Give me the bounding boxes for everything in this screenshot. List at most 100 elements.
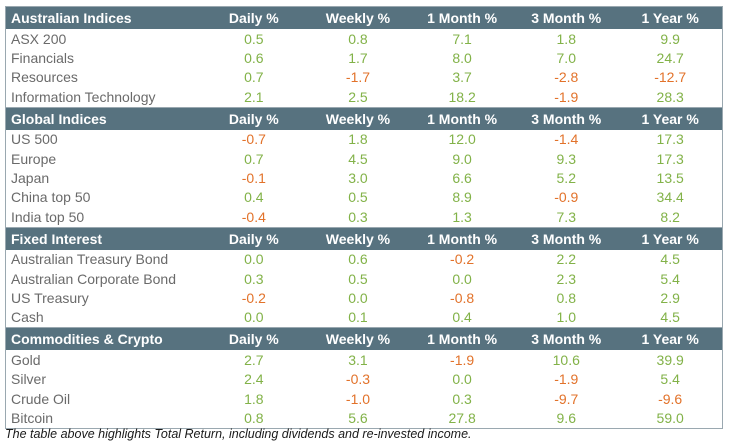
column-header-1-month: 1 Month % <box>410 6 515 29</box>
column-header-1-year: 1 Year % <box>618 226 723 250</box>
row-label: Information Technology <box>11 88 156 105</box>
section-header-global-indices: Global Indices Daily % Weekly % 1 Month % 3 … <box>5 106 723 130</box>
table-row: Cash 0.0 0.1 0.4 1.0 4.5 <box>6 308 723 328</box>
table-row: Europe 0.7 4.5 9.0 9.3 17.3 <box>6 149 723 168</box>
value-cell: 7.1 <box>452 30 472 47</box>
value-cell: -9.7 <box>554 390 579 407</box>
row-label: Australian Corporate Bond <box>11 270 176 287</box>
value-cell: 0.0 <box>452 270 472 287</box>
row-label: Resources <box>11 69 78 86</box>
column-header-1-year: 1 Year % <box>618 6 723 29</box>
column-header-3-month: 3 Month % <box>514 327 619 351</box>
row-label: Gold <box>11 351 41 368</box>
table-row: Financials 0.6 1.7 8.0 7.0 24.7 <box>6 48 723 67</box>
table-row: Crude Oil 1.8 -1.0 0.3 -9.7 -9.6 <box>6 389 723 408</box>
value-cell: 1.0 <box>556 309 576 326</box>
column-header-1-year: 1 Year % <box>618 327 723 351</box>
value-cell: 8.2 <box>660 208 680 225</box>
row-label: Cash <box>11 309 44 326</box>
row-label: Europe <box>11 150 57 167</box>
value-cell: 2.7 <box>244 351 264 368</box>
value-cell: 7.0 <box>556 50 576 67</box>
value-cell: 0.4 <box>452 309 472 326</box>
column-header-3-month: 3 Month % <box>514 226 619 250</box>
row-label: Silver <box>11 371 47 388</box>
value-cell: 9.9 <box>660 30 680 47</box>
value-cell: 8.9 <box>452 189 472 206</box>
value-cell: -1.9 <box>450 351 475 368</box>
value-cell: 9.3 <box>556 150 576 167</box>
value-cell: -1.7 <box>345 69 371 86</box>
value-cell: 18.2 <box>448 88 476 105</box>
row-label: Japan <box>11 170 50 187</box>
value-cell: 1.3 <box>452 208 472 225</box>
value-cell: 4.5 <box>348 150 368 167</box>
column-header-weekly: Weekly % <box>305 327 411 351</box>
table-row: ASX 200 0.5 0.8 7.1 1.8 9.9 <box>6 29 723 48</box>
value-cell: 0.4 <box>244 189 264 206</box>
table-row: Australian Treasury Bond 0.0 0.6 -0.2 2.2 4.5 <box>6 250 723 269</box>
value-cell: 2.1 <box>244 88 264 105</box>
value-cell: 1.8 <box>244 390 264 407</box>
section-header-commodities-crypto: Commodities & Crypto Daily % Weekly % 1 Mon… <box>5 327 723 351</box>
value-cell: 4.5 <box>660 251 680 268</box>
value-cell: 27.8 <box>448 409 476 426</box>
value-cell: 0.5 <box>244 30 264 47</box>
column-header-weekly: Weekly % <box>305 106 411 130</box>
row-label: ASX 200 <box>11 30 67 47</box>
value-cell: 2.9 <box>660 289 680 306</box>
value-cell: 13.5 <box>656 170 684 187</box>
table-row: US 500 -0.7 1.8 12.0 -1.4 17.3 <box>6 130 723 149</box>
returns-table: Australian Indices Daily % Weekly % 1 Month… <box>5 6 723 429</box>
value-cell: 3.0 <box>348 170 368 187</box>
value-cell: 34.4 <box>656 189 684 206</box>
value-cell: 39.9 <box>656 351 684 368</box>
column-header-daily: Daily % <box>201 6 306 29</box>
value-cell: 1.8 <box>348 131 368 148</box>
value-cell: -0.2 <box>450 251 475 268</box>
column-header-1-month: 1 Month % <box>410 327 515 351</box>
row-label: Crude Oil <box>11 390 71 407</box>
value-cell: 6.6 <box>452 170 472 187</box>
value-cell: 0.0 <box>244 309 264 326</box>
value-cell: 0.3 <box>348 208 368 225</box>
section-title: Global Indices <box>5 106 202 130</box>
table-row: Australian Corporate Bond 0.3 0.5 0.0 2.3 5.4 <box>6 269 723 288</box>
column-header-3-month: 3 Month % <box>514 6 619 29</box>
column-header-daily: Daily % <box>201 106 306 130</box>
value-cell: -0.4 <box>241 208 266 225</box>
section-title: Australian Indices <box>5 6 202 29</box>
value-cell: 7.3 <box>556 208 576 225</box>
value-cell: 5.2 <box>556 170 576 187</box>
section-title: Commodities & Crypto <box>5 327 202 351</box>
value-cell: 10.6 <box>552 351 580 368</box>
column-header-daily: Daily % <box>201 226 306 250</box>
column-header-weekly: Weekly % <box>305 6 411 29</box>
section-header-australian-indices: Australian Indices Daily % Weekly % 1 Month… <box>5 6 723 29</box>
value-cell: 5.4 <box>660 270 680 287</box>
footnote: The table above highlights Total Return,… <box>5 427 472 441</box>
value-cell: 5.6 <box>348 409 368 426</box>
column-header-1-month: 1 Month % <box>410 226 515 250</box>
value-cell: 0.8 <box>244 409 264 426</box>
value-cell: 0.5 <box>348 189 368 206</box>
table-row: China top 50 0.4 0.5 8.9 -0.9 34.4 <box>6 188 723 207</box>
value-cell: 0.7 <box>244 69 264 86</box>
value-cell: 1.7 <box>348 50 368 67</box>
value-cell: 0.3 <box>244 270 264 287</box>
value-cell: -0.2 <box>241 289 266 306</box>
value-cell: 0.5 <box>348 270 368 287</box>
section-title: Fixed Interest <box>5 226 202 250</box>
value-cell: 8.0 <box>452 50 472 67</box>
value-cell: 0.1 <box>348 309 368 326</box>
table-row: Japan -0.1 3.0 6.6 5.2 13.5 <box>6 168 723 187</box>
value-cell: 0.6 <box>244 50 264 67</box>
row-label: Bitcoin <box>11 409 54 426</box>
column-header-daily: Daily % <box>201 327 306 351</box>
value-cell: -0.7 <box>241 131 266 148</box>
value-cell: -0.8 <box>450 289 475 306</box>
value-cell: 59.0 <box>656 409 684 426</box>
row-label: Financials <box>11 50 75 67</box>
value-cell: 3.1 <box>348 351 368 368</box>
value-cell: -2.8 <box>554 69 579 86</box>
